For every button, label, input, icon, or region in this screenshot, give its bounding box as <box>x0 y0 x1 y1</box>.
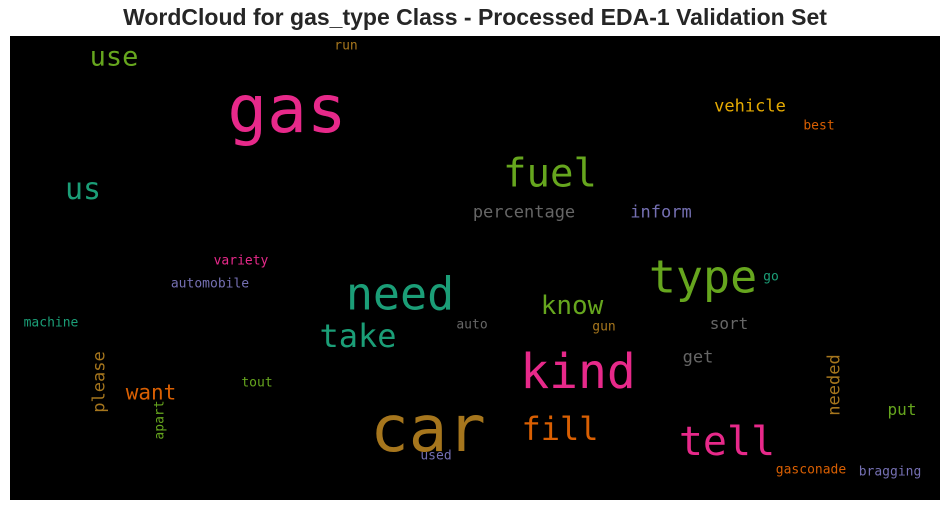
word-automobile: automobile <box>170 276 250 292</box>
word-run: run <box>334 38 358 54</box>
word-fuel: fuel <box>503 151 597 197</box>
word-gasconade: gasconade <box>775 462 847 478</box>
word-used: used <box>420 448 452 464</box>
word-vehicle: vehicle <box>714 96 786 117</box>
word-fill: fill <box>521 410 599 448</box>
word-kind: kind <box>520 344 636 400</box>
word-needed: needed <box>824 354 845 416</box>
word-take: take <box>319 317 397 355</box>
word-best: best <box>803 118 835 134</box>
word-auto: auto <box>456 317 488 333</box>
word-apart: apart <box>152 400 168 440</box>
word-gas: gas <box>227 71 347 148</box>
word-machine: machine <box>23 315 79 331</box>
word-variety: variety <box>213 253 269 269</box>
word-type: type <box>648 250 758 304</box>
word-want: want <box>125 380 177 405</box>
word-put: put <box>887 400 917 419</box>
word-get: get <box>682 347 714 368</box>
word-need: need <box>345 267 455 321</box>
word-tout: tout <box>241 375 273 391</box>
word-inform: inform <box>630 202 692 223</box>
word-gun: gun <box>592 319 616 335</box>
word-please: please <box>89 351 110 413</box>
word-percentage: percentage <box>472 202 576 223</box>
word-use: use <box>89 41 139 73</box>
wordcloud-canvas: gas car kind type need tell fuel take fill us know… <box>10 36 940 500</box>
word-know: know <box>540 291 604 321</box>
word-us: us <box>64 172 102 207</box>
word-car: car <box>370 393 486 467</box>
word-go: go <box>763 269 779 285</box>
word-bragging: bragging <box>858 464 922 480</box>
word-tell: tell <box>678 419 776 465</box>
word-sort: sort <box>709 314 749 333</box>
chart-title: WordCloud for gas_type Class - Processed… <box>123 4 827 30</box>
